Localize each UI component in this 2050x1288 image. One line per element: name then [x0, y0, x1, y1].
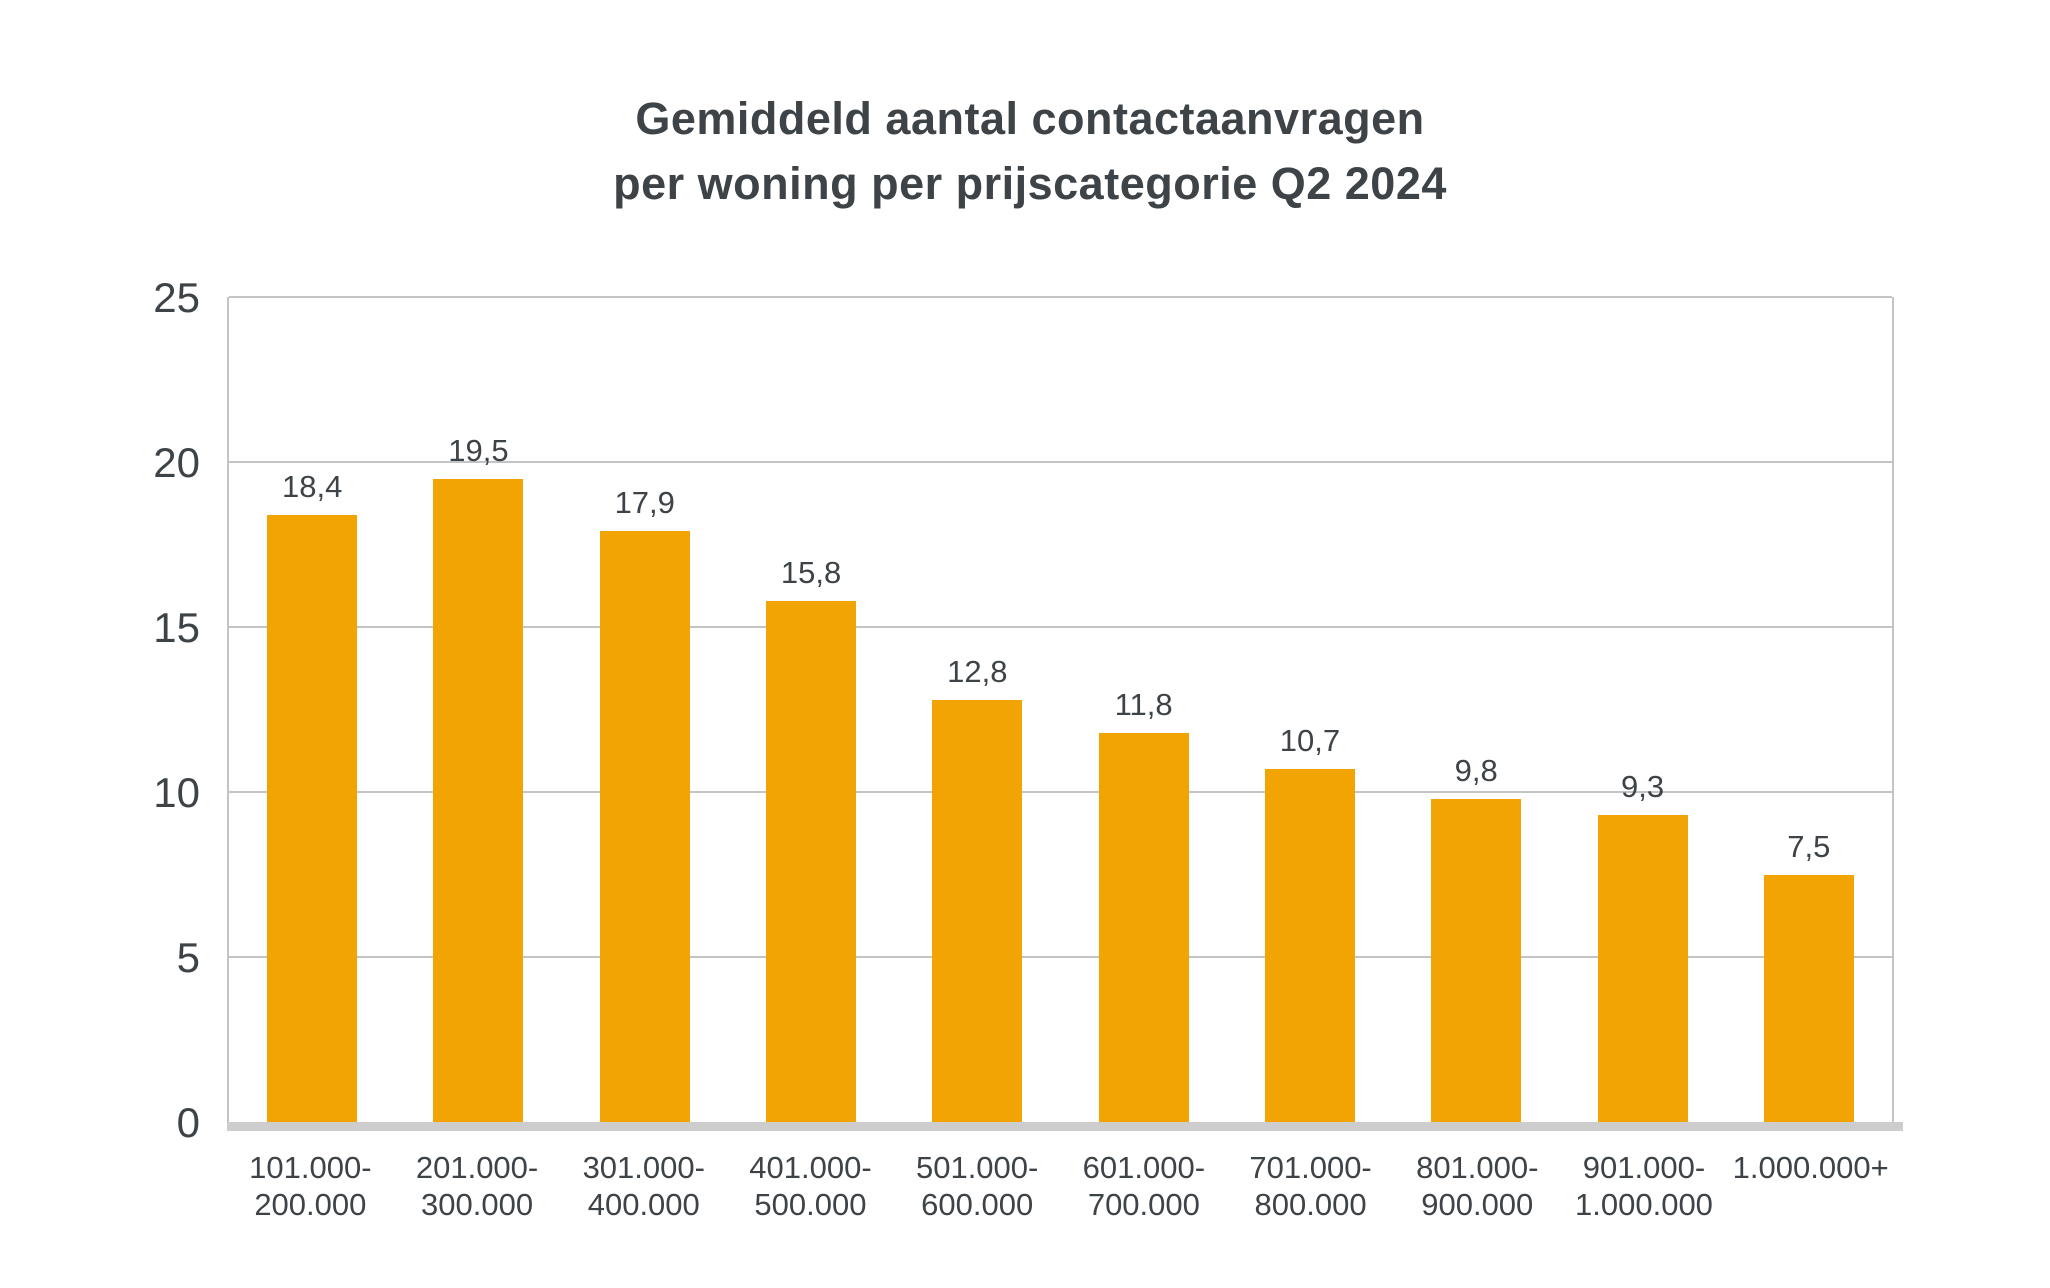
y-tick-label: 5 — [176, 934, 200, 981]
bar-column: 7,5 — [1726, 297, 1892, 1122]
x-axis-category-label: 901.000- 1.000.000 — [1575, 1150, 1713, 1222]
bar-value-label: 11,8 — [1114, 686, 1173, 722]
chart-title-line1: Gemiddeld aantal contactaanvragen — [635, 93, 1425, 144]
y-tick-label: 0 — [176, 1099, 200, 1146]
x-axis-category-label: 801.000- 900.000 — [1416, 1150, 1539, 1222]
gridline-5 — [229, 956, 1892, 958]
bar-column: 9,8 — [1393, 297, 1559, 1122]
x-axis-category-label: 201.000- 300.000 — [415, 1150, 539, 1222]
bar-column: 19,5 — [395, 297, 561, 1122]
chart-title: Gemiddeld aantal contactaanvragen per wo… — [0, 86, 2050, 216]
bar-value-label: 17,9 — [614, 485, 675, 521]
bar — [1264, 768, 1355, 1122]
gridline-10 — [229, 791, 1892, 793]
plot-area: 18,4 19,5 17,9 15,8 12,8 11,8 10,7 9,8 9,3 7,5 — [227, 296, 1894, 1122]
gridline-25 — [229, 296, 1892, 298]
y-tick-label: 25 — [153, 274, 200, 321]
bar-value-label: 7,5 — [1787, 828, 1831, 864]
x-axis-category-label: 1.000.000+ — [1732, 1150, 1889, 1185]
x-axis-line — [227, 1122, 1903, 1131]
bar-column: 11,8 — [1060, 297, 1226, 1122]
bar-value-label: 12,8 — [947, 653, 1008, 689]
x-axis-category-label: 501.000- 600.000 — [915, 1150, 1039, 1222]
bar — [766, 600, 857, 1122]
bar-column: 9,3 — [1559, 297, 1725, 1122]
bar — [1431, 798, 1522, 1122]
bar-value-label: 18,4 — [281, 468, 343, 504]
bar — [599, 531, 690, 1122]
bar-value-label: 9,3 — [1620, 769, 1665, 805]
y-tick-label: 10 — [153, 769, 200, 816]
chart-title-line2: per woning per prijscategorie Q2 2024 — [613, 158, 1447, 209]
bar-value-label: 10,7 — [1279, 722, 1341, 758]
gridline-20 — [229, 461, 1892, 463]
bar — [932, 699, 1023, 1122]
y-tick-label: 15 — [153, 604, 200, 651]
x-axis-category-label: 101.000- 200.000 — [249, 1150, 372, 1222]
bar-value-label: 19,5 — [448, 432, 509, 468]
bar-value-label: 15,8 — [780, 554, 842, 590]
bar-column: 17,9 — [562, 297, 728, 1122]
bar-column: 15,8 — [728, 297, 894, 1122]
y-tick-label: 20 — [153, 439, 200, 486]
x-axis-category-label: 701.000- 800.000 — [1249, 1150, 1372, 1222]
bar-column: 10,7 — [1227, 297, 1393, 1122]
bar — [1597, 815, 1688, 1122]
bar — [1098, 732, 1189, 1122]
x-axis-labels: 101.000- 200.000 201.000- 300.000 301.000-… — [227, 1149, 1894, 1223]
gridline-15 — [229, 626, 1892, 628]
x-axis-category-label: 601.000- 700.000 — [1082, 1150, 1206, 1222]
x-axis-category-label: 401.000- 500.000 — [749, 1150, 872, 1222]
bar-column: 18,4 — [229, 297, 395, 1122]
bar-value-label: 9,8 — [1454, 752, 1498, 788]
bars-row: 18,4 19,5 17,9 15,8 12,8 11,8 10,7 9,8 9,3 7,5 — [229, 297, 1892, 1122]
bar-column: 12,8 — [894, 297, 1060, 1122]
bar — [433, 478, 524, 1122]
x-axis-category-label: 301.000- 400.000 — [582, 1150, 705, 1222]
bar — [267, 514, 358, 1122]
bar — [1763, 874, 1854, 1122]
y-axis-ticks: 0 5 10 15 20 25 — [0, 0, 200, 1288]
